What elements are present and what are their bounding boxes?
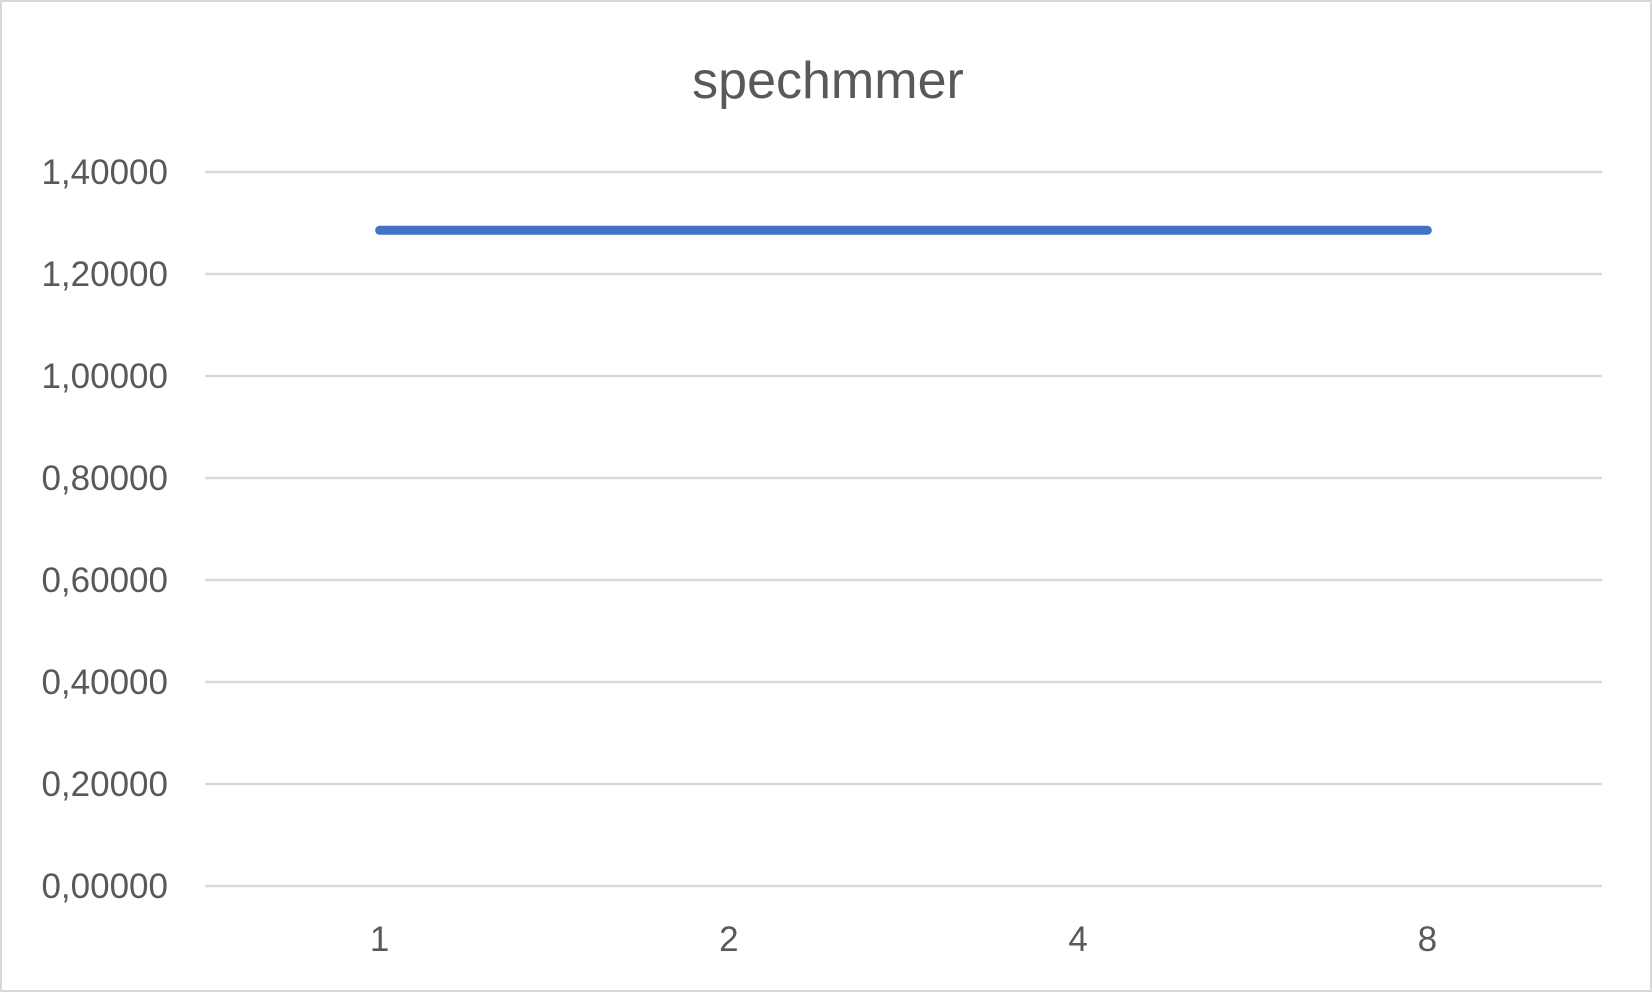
y-tick-label: 0,60000 <box>41 561 168 600</box>
y-tick-label: 1,40000 <box>41 153 168 192</box>
gridlines <box>205 170 1602 888</box>
x-tick-label: 4 <box>1068 920 1087 959</box>
y-tick-label: 1,00000 <box>41 357 168 396</box>
y-tick-label: 0,20000 <box>41 765 168 804</box>
x-tick-label: 1 <box>370 920 389 959</box>
x-tick-label: 2 <box>719 920 738 959</box>
x-axis-tick-labels: 1 2 4 8 <box>370 920 1437 959</box>
y-tick-label: 1,20000 <box>41 255 168 294</box>
y-tick-label: 0,80000 <box>41 459 168 498</box>
y-tick-label: 0,40000 <box>41 663 168 702</box>
chart-title: spechmmer <box>692 52 964 110</box>
y-axis-tick-labels: 0,00000 0,20000 0,40000 0,60000 0,80000 1,000… <box>41 153 168 906</box>
x-tick-label: 8 <box>1418 920 1437 959</box>
y-tick-label: 0,00000 <box>41 867 168 906</box>
